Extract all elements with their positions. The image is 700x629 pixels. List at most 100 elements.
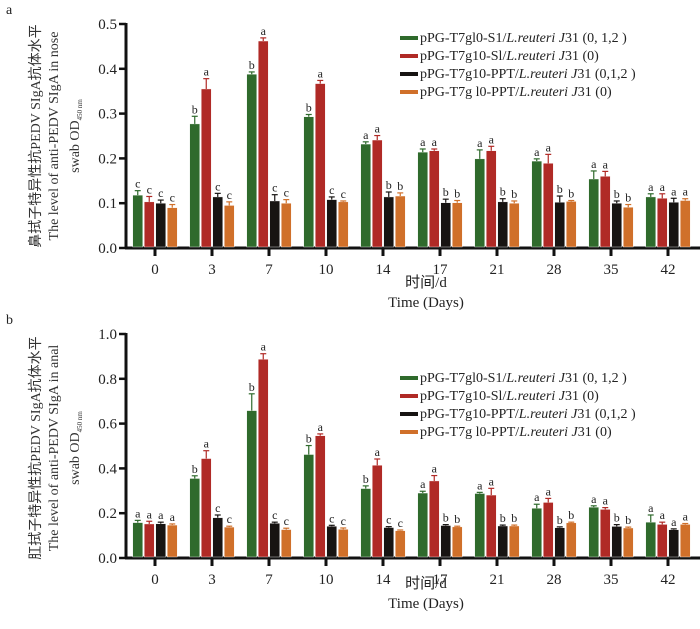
bar <box>452 526 463 558</box>
legend-swatch <box>400 90 418 94</box>
x-axis-label-en: Time (Days) <box>388 596 464 612</box>
unit-text: swab OD <box>68 432 83 485</box>
x-tick-label: 0 <box>151 262 159 278</box>
y-axis-label-cn: 鼻拭子特异性抗PEDV SIgA抗体水平 <box>27 24 44 247</box>
bar <box>326 199 337 248</box>
significance-label: b <box>249 380 255 394</box>
bar <box>281 202 292 248</box>
significance-label: a <box>432 462 438 476</box>
bar <box>452 202 463 248</box>
significance-label: a <box>432 135 438 149</box>
significance-label: b <box>249 58 255 72</box>
bar <box>372 139 383 248</box>
significance-label: b <box>568 187 574 201</box>
significance-label: b <box>306 100 312 114</box>
significance-label: c <box>398 516 403 530</box>
significance-label: a <box>318 66 324 80</box>
legend-swatch <box>400 54 418 58</box>
significance-label: c <box>284 186 289 200</box>
x-tick-label: 7 <box>265 262 273 278</box>
bar <box>543 163 554 248</box>
significance-label: c <box>158 186 163 200</box>
significance-label: a <box>375 445 381 459</box>
bar <box>600 509 611 558</box>
y-tick-label: 0.8 <box>98 372 117 388</box>
bar <box>360 488 371 558</box>
significance-label: b <box>614 187 620 201</box>
legend-suffix: 31 (0) <box>578 85 612 100</box>
y-axis-label: 鼻拭子特异性抗PEDV SIgA抗体水平 The level of anti-PE… <box>27 24 84 247</box>
significance-label: c <box>147 182 152 196</box>
legend-suffix: 31 (0, 1,2 ) <box>565 31 627 46</box>
bar <box>623 207 634 248</box>
legend-species: L.reuteri J <box>518 407 578 422</box>
significance-label: a <box>477 478 483 492</box>
bar <box>531 508 542 558</box>
y-tick-label: 0.4 <box>98 62 117 78</box>
legend-swatch <box>400 394 418 398</box>
x-axis-label-en: Time (Days) <box>388 295 464 311</box>
significance-label: b <box>500 511 506 525</box>
bar <box>338 529 349 558</box>
bar <box>189 478 200 558</box>
chart-panel-a: a 鼻拭子特异性抗PEDV SIgA抗体水平 The level of anti-P… <box>6 3 700 311</box>
significance-label: a <box>683 185 689 199</box>
legend-suffix: 31 (0) <box>565 49 599 64</box>
x-tick-label: 7 <box>265 572 273 588</box>
legend-item: pPG-T7g10-PPT/L.reuteri J31 (0,1,2 ) <box>400 407 636 422</box>
panel-label: b <box>6 313 13 328</box>
panel-label: a <box>6 3 13 18</box>
bar <box>611 202 622 248</box>
legend-item: pPG-T7g l0-PPT/L.reuteri J31 (0) <box>400 85 612 100</box>
bar <box>566 201 577 248</box>
bar <box>600 176 611 248</box>
significance-label: b <box>625 513 631 527</box>
y-tick-label: 0.6 <box>98 417 117 433</box>
bar <box>372 465 383 558</box>
y-axis-label-en: The level of anti-PEDV SIgA in nose <box>47 32 62 241</box>
legend-prefix: pPG-T7g10-PPT/ <box>420 407 519 422</box>
bar <box>303 454 314 558</box>
bar <box>144 523 155 558</box>
significance-label: b <box>454 512 460 526</box>
x-tick-label: 0 <box>151 572 159 588</box>
significance-label: b <box>397 179 403 193</box>
bar <box>360 143 371 248</box>
x-tick-label: 35 <box>604 572 619 588</box>
significance-label: c <box>227 188 232 202</box>
legend-swatch <box>400 72 418 76</box>
significance-label: b <box>557 182 563 196</box>
bar <box>588 178 599 248</box>
x-tick-label: 17 <box>433 572 449 588</box>
significance-label: a <box>591 157 597 171</box>
bar <box>212 196 223 248</box>
legend-label: pPG-T7g10-PPT/L.reuteri J31 (0,1,2 ) <box>420 67 636 82</box>
x-tick-label: 28 <box>547 572 562 588</box>
bar <box>429 480 440 558</box>
significance-label: b <box>363 472 369 486</box>
x-tick-label: 14 <box>376 572 392 588</box>
bar <box>645 196 656 248</box>
y-axis-label: 肛拭子特异性抗PEDV SIgA抗体水平 The level of anti-PE… <box>28 336 84 559</box>
bar <box>155 523 166 558</box>
significance-label: a <box>546 140 552 154</box>
significance-label: a <box>489 474 495 488</box>
legend-swatch <box>400 412 418 416</box>
bar <box>281 529 292 558</box>
x-axis-label-cn: 时间/d <box>405 274 447 291</box>
bar <box>201 88 212 248</box>
bar <box>440 202 451 248</box>
significance-label: a <box>420 477 426 491</box>
significance-label: a <box>318 420 324 434</box>
x-tick-label: 21 <box>490 572 505 588</box>
x-tick-label: 42 <box>661 262 676 278</box>
legend-label: pPG-T7g l0-PPT/L.reuteri J31 (0) <box>420 425 612 440</box>
bar <box>338 201 349 248</box>
bar <box>315 435 326 558</box>
legend-item: pPG-T7g10-PPT/L.reuteri J31 (0,1,2 ) <box>400 67 636 82</box>
x-tick-label: 42 <box>661 572 676 588</box>
significance-label: b <box>454 187 460 201</box>
bar <box>497 525 508 558</box>
legend-prefix: pPG-T7g10-Sl/ <box>420 389 506 404</box>
legend-species: L.reuteri J <box>518 85 578 100</box>
